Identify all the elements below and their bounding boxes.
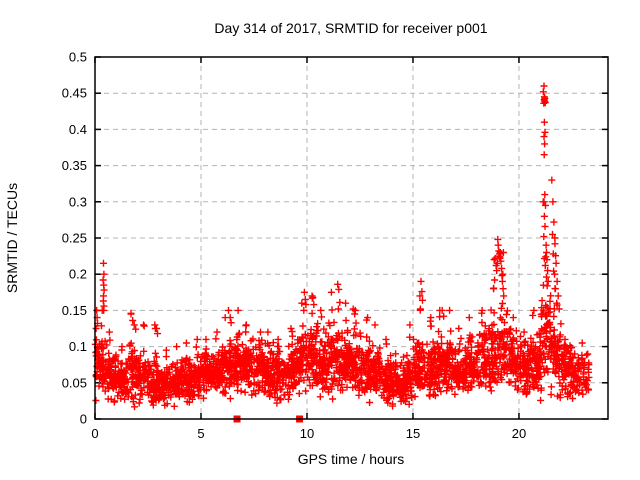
axis-tick-labels: 0 5 10 15 20 0 0.05 0.1 0.15 0.2 0.25 0.3 0.35 0.4 0.4… [62,50,527,442]
svg-text:0.3: 0.3 [69,194,87,209]
svg-text:0.5: 0.5 [69,50,87,65]
svg-text:0.1: 0.1 [69,339,87,354]
svg-text:0: 0 [80,412,87,427]
x-axis-label: GPS time / hours [298,451,405,467]
svg-text:0.45: 0.45 [62,86,87,101]
y-axis-label: SRMTID / TECUs [4,183,20,293]
svg-text:0: 0 [91,426,98,441]
svg-text:15: 15 [406,426,420,441]
data-points [91,82,593,411]
chart-title: Day 314 of 2017, SRMTID for receiver p00… [214,20,487,36]
svg-text:10: 10 [300,426,314,441]
svg-text:0.4: 0.4 [69,122,87,137]
plot-frame [94,56,609,420]
svg-text:5: 5 [197,426,204,441]
svg-text:0.15: 0.15 [62,303,87,318]
svg-text:0.35: 0.35 [62,158,87,173]
svg-text:0.05: 0.05 [62,375,87,390]
svg-text:20: 20 [512,426,526,441]
svg-text:0.25: 0.25 [62,231,87,246]
svg-text:0.2: 0.2 [69,267,87,282]
